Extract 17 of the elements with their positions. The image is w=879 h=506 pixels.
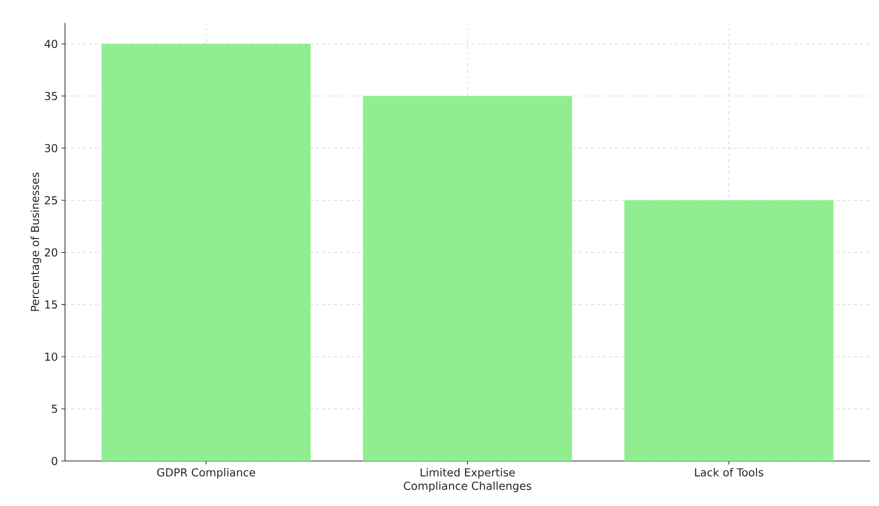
y-tick-label: 30 [44, 144, 58, 152]
x-tick-label: Lack of Tools [695, 468, 764, 476]
bar [624, 200, 834, 461]
y-tick-label: 35 [44, 92, 58, 100]
y-tick-label: 0 [52, 456, 58, 466]
bar [362, 96, 572, 461]
y-tick-label: 5 [52, 404, 58, 413]
y-tick-label: 25 [44, 196, 58, 204]
y-axis-title: Percentage of Businesses [30, 172, 42, 311]
x-tick-label: GDPR Compliance [157, 468, 256, 479]
y-tick-label: 10 [45, 352, 58, 361]
bar [102, 44, 311, 461]
x-tick-label: Limited Expertise [420, 468, 515, 479]
y-tick-label: 15 [45, 300, 58, 309]
y-tick-label: 20 [44, 248, 58, 257]
y-tick-label: 40 [44, 40, 58, 48]
x-axis-title: Compliance Challenges [404, 481, 532, 492]
